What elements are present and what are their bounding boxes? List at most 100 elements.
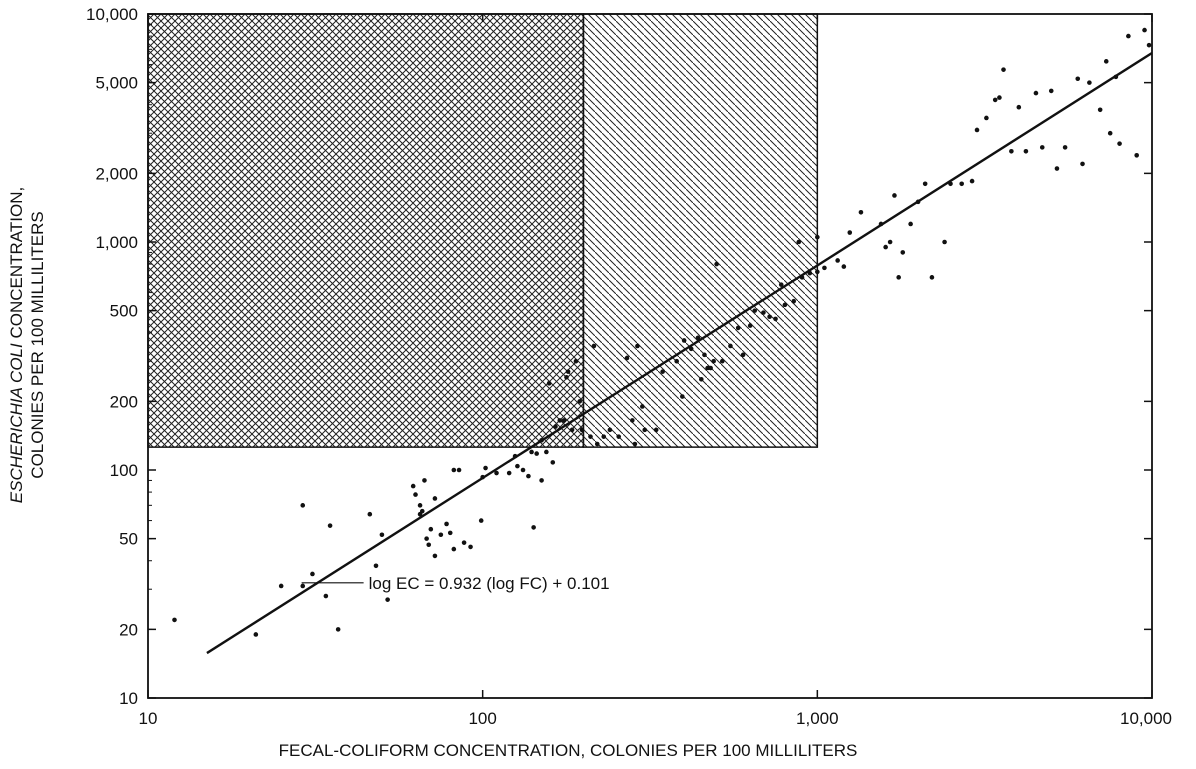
data-point [929,275,935,280]
data-point [569,427,575,433]
data-point [323,593,329,599]
data-point [1001,67,1006,72]
data-point [761,310,766,315]
data-point [835,258,840,263]
data-point [747,323,753,328]
data-point [172,617,177,623]
data-point [451,546,457,552]
data-point [719,358,725,364]
data-point [417,503,423,508]
data-point [447,530,453,536]
shaded-regions [147,13,819,448]
data-point [773,316,778,322]
y-axis-title-italic: ESCHERICHIA COLI [7,343,26,503]
data-points [172,27,1152,637]
y-tick-label: 10 [119,689,138,708]
data-point [426,542,432,548]
data-point [974,127,980,133]
data-point [1097,107,1103,113]
data-point [815,269,820,275]
data-point [300,503,306,508]
y-axis-title: ESCHERICHIA COLI CONCENTRATION, COLONIES… [7,187,47,503]
y-tick-label: 2,000 [95,164,138,183]
data-point [373,563,379,569]
regression-line [206,51,1153,655]
crosshatch-region [148,14,584,448]
data-point [767,314,772,320]
data-point [640,404,645,409]
data-point [992,97,998,103]
data-point [534,451,539,456]
data-point [688,346,694,352]
data-point [539,437,544,443]
data-point [483,465,488,471]
data-point [419,508,425,514]
data-point [922,181,928,187]
diagonal-hatch-region [583,14,818,448]
data-point [1113,74,1119,80]
data-point [444,521,449,527]
data-point [942,239,947,245]
data-point [959,181,964,187]
data-point [594,441,600,447]
data-point [546,381,552,386]
data-point [531,525,536,530]
data-point [385,597,390,602]
data-point [883,244,888,250]
data-point [515,463,520,469]
data-point [1016,104,1022,110]
y-axis-title-line2: COLONIES PER 100 MILLILITERS [28,211,47,478]
data-point [624,355,630,361]
data-point [438,532,444,538]
data-point [579,427,585,433]
data-point [544,449,549,455]
data-point [791,298,797,304]
data-point [422,478,427,483]
data-point [478,518,484,523]
data-point [997,95,1002,100]
data-point [896,275,901,280]
data-point [908,221,913,227]
data-point [1117,141,1122,146]
data-point [695,335,701,341]
data-point [577,399,583,404]
data-point [1080,161,1085,167]
data-point [1039,145,1045,150]
data-point [1134,153,1139,158]
data-point [526,473,531,479]
data-point [841,264,847,269]
data-point [451,467,457,473]
y-tick-label: 50 [119,530,138,549]
data-point [632,441,638,447]
data-point [1048,88,1054,94]
data-point [1009,148,1014,154]
data-point [653,427,659,433]
data-point [367,511,373,517]
data-point [424,536,429,541]
data-point [588,434,593,439]
data-point [432,496,438,501]
data-point [711,358,716,364]
x-tick-label: 100 [468,709,496,728]
data-point [915,199,921,205]
data-point [782,302,788,308]
data-point [796,239,802,245]
data-point [708,365,713,371]
data-point [1075,76,1081,82]
data-point [847,230,853,235]
x-tick-label: 1,000 [796,709,839,728]
data-point [984,115,989,121]
y-tick-label: 1,000 [95,233,138,252]
data-point [698,376,704,382]
data-point [858,209,864,215]
data-point [480,474,485,480]
data-point [728,343,733,349]
data-point [1062,145,1068,150]
plot-frame [147,13,1153,699]
data-point [1142,27,1147,33]
x-tick-label: 10 [139,709,158,728]
svg-text:ESCHERICHIA COLI CONCENTRATION: ESCHERICHIA COLI CONCENTRATION, [7,187,26,503]
data-point [557,418,563,423]
data-point [327,523,333,528]
x-tick-label: 10,000 [1120,709,1172,728]
